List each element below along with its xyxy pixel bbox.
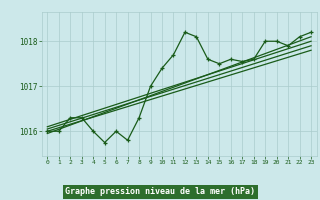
Text: Graphe pression niveau de la mer (hPa): Graphe pression niveau de la mer (hPa) xyxy=(65,187,255,196)
